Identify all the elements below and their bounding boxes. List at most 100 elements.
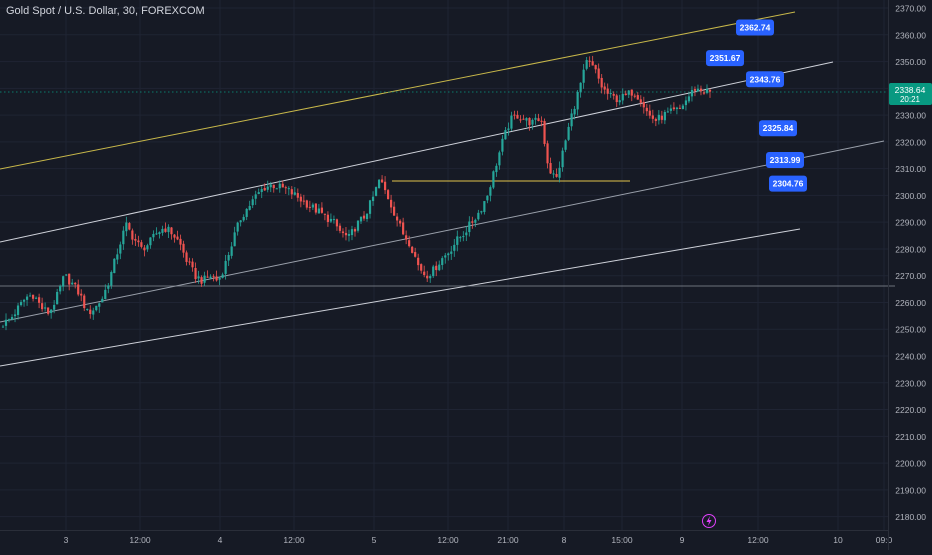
candle-body <box>371 196 375 202</box>
candle-body <box>426 275 429 279</box>
candle-body <box>699 88 703 92</box>
candle-body <box>71 282 74 285</box>
candle-body <box>179 238 182 245</box>
candle-body <box>4 319 8 326</box>
candle-body <box>16 305 20 316</box>
time-tick-label: 5 <box>372 535 377 545</box>
price-tick-label: 2190.00 <box>895 485 926 495</box>
candle-body <box>552 173 555 175</box>
candle-body <box>627 90 630 95</box>
candle-body <box>582 69 585 83</box>
candle-body <box>290 189 293 195</box>
candle-body <box>89 309 92 315</box>
candle-body <box>278 183 281 189</box>
candle-body <box>414 252 417 257</box>
candle-body <box>149 237 152 246</box>
candle-body <box>86 308 89 310</box>
candle-body <box>507 128 510 130</box>
price-label-box <box>746 71 784 88</box>
candle-body <box>281 183 284 188</box>
candle-body <box>453 244 456 251</box>
price-label-text: 2304.76 <box>773 179 804 189</box>
candle-body <box>314 203 317 213</box>
candle-body <box>666 111 669 113</box>
price-tick-label: 2310.00 <box>895 164 926 174</box>
candle-body <box>600 77 603 88</box>
price-label-text: 2351.67 <box>710 53 741 63</box>
candle-body <box>305 200 308 208</box>
candle-body <box>272 184 275 189</box>
candle-body <box>687 96 691 102</box>
candle-body <box>266 186 269 190</box>
candle-body <box>393 206 396 216</box>
candle-body <box>492 171 495 188</box>
candle-body <box>236 222 239 232</box>
current-price-badge <box>889 82 932 105</box>
price-label-box <box>769 175 807 192</box>
candle-body <box>690 89 694 97</box>
countdown-timer: 20:21 <box>900 95 921 104</box>
price-tick-label: 2370.00 <box>895 4 926 14</box>
candle-body <box>128 223 131 230</box>
candle-body <box>380 179 384 183</box>
candle-body <box>263 188 266 191</box>
time-tick-label: 12:00 <box>283 535 305 545</box>
candle-body <box>693 89 697 91</box>
candle-body <box>341 231 345 234</box>
candle-body <box>639 99 642 103</box>
candle-body <box>606 88 609 94</box>
candle-body <box>528 117 531 126</box>
candle-body <box>663 112 666 121</box>
candle-body <box>681 105 685 110</box>
time-tick-label: 9 <box>680 535 685 545</box>
candle-body <box>350 229 354 236</box>
candle-body <box>293 192 296 195</box>
candle-body <box>296 193 299 198</box>
candle-body <box>651 115 654 119</box>
candle-body <box>110 272 113 286</box>
candle-body <box>221 274 224 278</box>
candle-body <box>564 140 567 150</box>
candle-body <box>386 190 390 200</box>
candle-body <box>579 82 582 93</box>
candle-body <box>353 229 357 232</box>
candle-body <box>98 303 101 307</box>
channel-upper-line <box>0 11 796 170</box>
candle-body <box>335 219 339 227</box>
candle-body <box>25 296 29 300</box>
candle-body <box>77 284 80 295</box>
price-label-text: 2362.74 <box>740 22 771 32</box>
candle-body <box>483 201 486 212</box>
candle-body <box>74 282 77 285</box>
candle-body <box>212 276 215 278</box>
candle-body <box>167 226 170 233</box>
candle-body <box>359 216 363 222</box>
candle-body <box>417 257 420 266</box>
candle-body <box>239 220 242 223</box>
candle-body <box>558 167 561 178</box>
candle-body <box>456 236 459 245</box>
candle-body <box>254 194 257 199</box>
time-tick-label: 12:00 <box>437 535 459 545</box>
time-tick-label: 15:00 <box>611 535 633 545</box>
price-tick-label: 2200.00 <box>895 459 926 469</box>
candle-body <box>347 233 351 236</box>
candle-body <box>320 207 324 213</box>
candle-body <box>146 245 149 250</box>
candle-body <box>302 200 305 202</box>
time-tick-label: 12:00 <box>747 535 769 545</box>
candle-body <box>59 285 62 292</box>
candle-body <box>311 204 314 208</box>
candle-body <box>251 199 254 206</box>
candle-body <box>678 107 682 109</box>
candle-body <box>374 187 378 196</box>
candle-body <box>158 232 161 235</box>
candle-body <box>516 114 519 119</box>
candle-body <box>218 277 221 280</box>
candle-body <box>510 115 513 129</box>
candle-body <box>116 254 119 260</box>
candle-body <box>182 243 185 253</box>
candle-body <box>383 181 387 191</box>
